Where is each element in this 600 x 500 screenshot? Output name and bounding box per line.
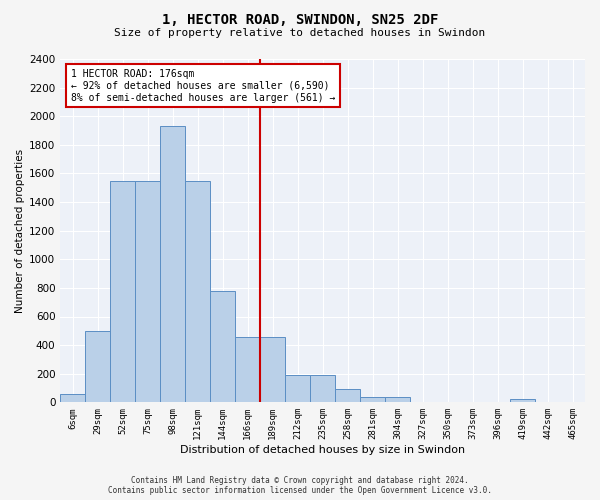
Bar (360, 398, 385, 402)
Text: Contains HM Land Registry data © Crown copyright and database right 2024.
Contai: Contains HM Land Registry data © Crown c… (108, 476, 492, 495)
Bar (160, 126, 185, 402)
Bar (260, 336, 285, 402)
Bar (310, 375, 335, 402)
Bar (85, 331, 110, 402)
X-axis label: Distribution of detached houses by size in Swindon: Distribution of detached houses by size … (180, 445, 465, 455)
Bar (185, 180, 210, 402)
Bar (135, 180, 160, 402)
Bar (235, 336, 260, 402)
Bar (210, 291, 235, 403)
Bar (510, 399, 535, 402)
Bar (60, 394, 85, 402)
Bar (110, 180, 135, 402)
Text: 1 HECTOR ROAD: 176sqm
← 92% of detached houses are smaller (6,590)
8% of semi-de: 1 HECTOR ROAD: 176sqm ← 92% of detached … (71, 70, 335, 102)
Y-axis label: Number of detached properties: Number of detached properties (15, 148, 25, 312)
Bar (285, 375, 310, 402)
Text: Size of property relative to detached houses in Swindon: Size of property relative to detached ho… (115, 28, 485, 38)
Bar (335, 390, 360, 402)
Text: 1, HECTOR ROAD, SWINDON, SN25 2DF: 1, HECTOR ROAD, SWINDON, SN25 2DF (162, 12, 438, 26)
Bar (385, 398, 410, 402)
